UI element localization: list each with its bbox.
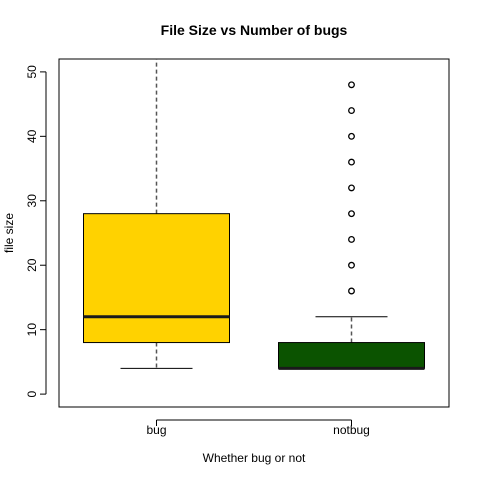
boxes (83, 58, 425, 370)
y-axis: 0 10 20 30 40 50 (25, 65, 47, 397)
y-tick-label-50: 50 (25, 65, 39, 79)
outlier-notbug-7 (348, 107, 355, 115)
box-bug (83, 58, 230, 369)
x-tick-label-bug: bug (146, 423, 166, 437)
outlier-notbug-1 (348, 261, 355, 269)
outlier-notbug-3 (348, 210, 355, 218)
y-tick-label-10: 10 (25, 323, 39, 337)
outlier-notbug-0 (348, 287, 355, 295)
plot-frame (58, 58, 450, 408)
y-tick-label-30: 30 (25, 194, 39, 208)
outlier-notbug-6 (348, 132, 355, 140)
outlier-notbug-2 (348, 235, 355, 243)
y-tick-label-40: 40 (25, 129, 39, 143)
outlier-notbug-4 (348, 184, 355, 192)
y-tick-label-20: 20 (25, 258, 39, 272)
x-tick-label-notbug: notbug (333, 423, 370, 437)
outlier-notbug-8 (348, 81, 355, 89)
y-tick-label-0: 0 (25, 390, 39, 397)
box-rect-notbug (278, 342, 425, 369)
chart-title: File Size vs Number of bugs (161, 22, 348, 38)
x-axis-label: Whether bug or not (203, 451, 306, 465)
outlier-notbug-5 (348, 158, 355, 166)
box-notbug (278, 81, 425, 370)
y-axis-label: file size (2, 213, 16, 253)
x-axis: bug notbug (146, 419, 370, 437)
box-rect-bug (83, 213, 230, 344)
